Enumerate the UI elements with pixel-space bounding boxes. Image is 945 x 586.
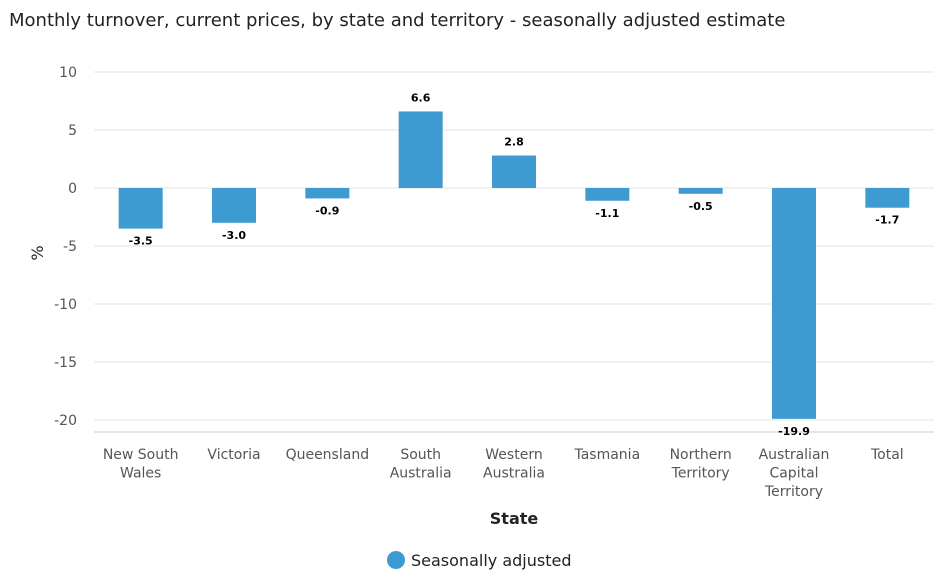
legend-marker[interactable] xyxy=(387,551,405,569)
bar[interactable] xyxy=(305,188,350,199)
y-tick-label: -5 xyxy=(63,239,77,255)
x-category-label: Total xyxy=(870,447,904,463)
y-axis-title: % xyxy=(28,245,47,260)
bar[interactable] xyxy=(585,188,630,201)
bar[interactable] xyxy=(678,188,723,194)
y-tick-label: 10 xyxy=(59,65,77,81)
data-label: -19.9 xyxy=(778,425,810,438)
data-label: 6.6 xyxy=(411,91,431,104)
x-category-label: Victoria xyxy=(207,447,260,463)
data-label: -0.9 xyxy=(315,204,339,217)
data-labels: -3.5 -3.0 -0.9 6.6 2.8 -1.1 -0.5 -19.9 -1.7 xyxy=(129,91,900,437)
y-tick-label: -10 xyxy=(54,297,77,313)
x-category-label: New South Wales xyxy=(103,447,179,482)
data-label: -0.5 xyxy=(689,200,713,213)
legend[interactable]: Seasonally adjusted xyxy=(387,551,571,570)
data-label: -3.0 xyxy=(222,229,246,242)
x-category-label: Australian Capital Territory xyxy=(759,447,830,500)
bar[interactable] xyxy=(212,188,256,223)
y-tick-label: 0 xyxy=(68,181,77,197)
x-axis-title: State xyxy=(490,509,539,528)
bars xyxy=(118,111,910,419)
y-tick-label: -15 xyxy=(54,355,77,371)
x-category-label: Queensland xyxy=(286,447,370,463)
data-label: -3.5 xyxy=(129,235,153,248)
x-category-label: Northern Territory xyxy=(670,447,732,482)
data-label: -1.7 xyxy=(875,214,899,227)
bar[interactable] xyxy=(865,188,910,208)
bar[interactable] xyxy=(492,155,536,188)
data-label: -1.1 xyxy=(595,207,619,220)
bar[interactable] xyxy=(118,188,163,229)
bar[interactable] xyxy=(772,188,816,419)
x-axis-categories: New South Wales Victoria Queensland South Aus… xyxy=(103,447,904,500)
x-category-label: South Australia xyxy=(390,447,452,482)
y-tick-label: -20 xyxy=(54,413,77,429)
y-axis-ticks: 10 5 0 -5 -10 -15 -20 xyxy=(54,65,77,429)
data-label: 2.8 xyxy=(504,136,524,149)
chart-title: Monthly turnover, current prices, by sta… xyxy=(9,10,785,31)
bar[interactable] xyxy=(398,111,443,188)
x-category-label: Tasmania xyxy=(573,447,640,463)
x-category-label: Western Australia xyxy=(483,447,545,482)
legend-label[interactable]: Seasonally adjusted xyxy=(411,551,571,570)
y-tick-label: 5 xyxy=(68,123,77,139)
